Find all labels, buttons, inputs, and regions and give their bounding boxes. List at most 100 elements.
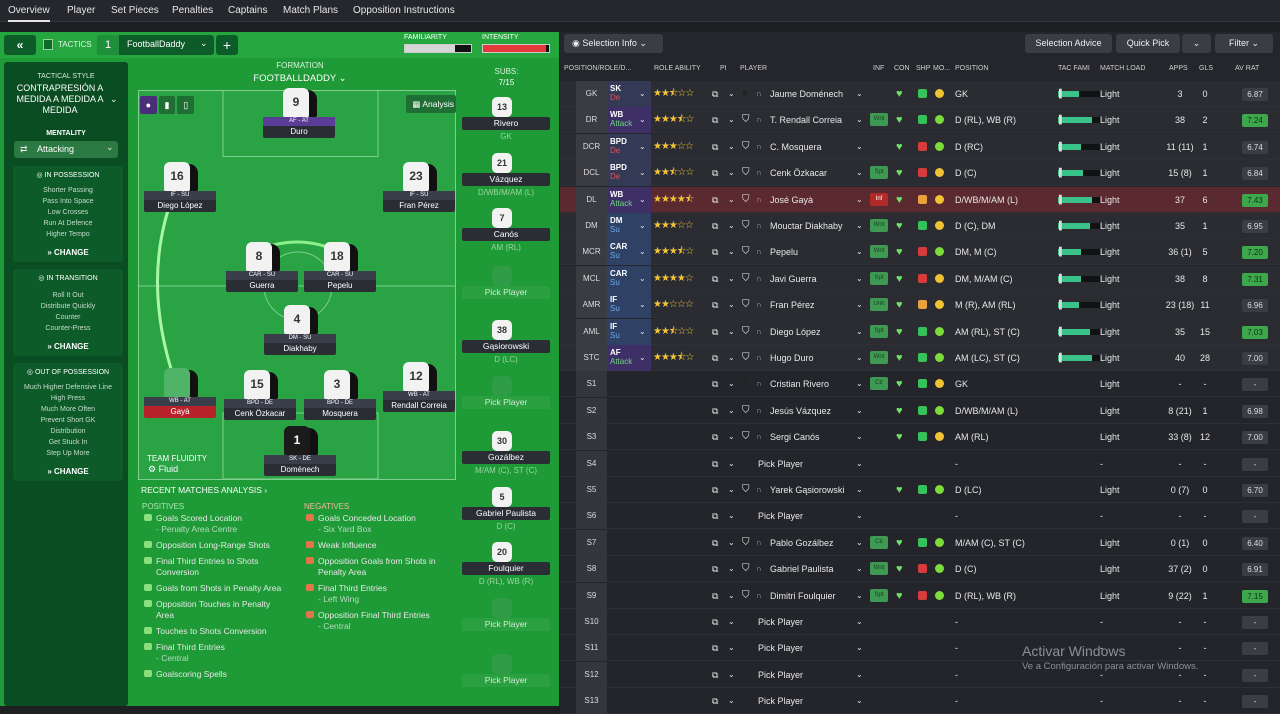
table-row[interactable]: S12 ⧉ ⌄ Pick Player ⌄ - - - - - — [560, 661, 1280, 688]
col-player[interactable]: PLAYER — [740, 65, 768, 72]
selection-advice-button[interactable]: Selection Advice — [1025, 34, 1112, 53]
col-apps[interactable]: APPS — [1169, 65, 1188, 72]
player-instructions-icon[interactable]: ⧉ — [712, 617, 719, 627]
player-instructions-icon[interactable]: ⧉ — [712, 326, 719, 337]
player-instructions-icon[interactable]: ⧉ — [712, 379, 719, 390]
player-instructions-icon[interactable]: ⧉ — [712, 432, 719, 443]
table-row[interactable]: S5 ⧉ ⌄ ⛉ ∩ Yarek Gąsiorowski ⌄ ♥ D (LC) Light 0 (7… — [560, 477, 1280, 503]
table-row[interactable]: STC AF Attack ⌄ ★★★⯪☆ ⧉ ⌄ ⛉ ∩ Hugo Duro ⌄ Wnt ♥ AM (L… — [560, 345, 1280, 371]
player-name[interactable]: Gabriel Paulista — [770, 564, 834, 575]
tab-match-plans[interactable]: Match Plans — [283, 5, 339, 16]
player-name[interactable]: Javi Guerra — [770, 273, 817, 284]
player-name[interactable]: Jaume Doménech — [770, 89, 844, 99]
quick-pick-button[interactable]: Quick Pick — [1116, 34, 1180, 53]
player-name[interactable]: Pepelu — [770, 247, 799, 258]
player-instructions-icon[interactable]: ⧉ — [712, 643, 719, 654]
table-row[interactable]: S3 ⧉ ⌄ ⛉ ∩ Sergi Canós ⌄ ♥ AM (RL) Light 33 (8) 12 7… — [560, 424, 1280, 451]
role-duty-select[interactable]: BPD De — [607, 133, 651, 160]
player-instructions-icon[interactable]: ⧉ — [712, 89, 719, 99]
filter-button[interactable]: Filter ⌄ — [1215, 34, 1273, 53]
player-name[interactable]: Dimitri Foulquier — [770, 590, 836, 601]
table-row[interactable]: DL WB Attack ⌄ ★★★★⯪ ⧉ ⌄ ⛉ ∩ José Gayà ⌄ Inf ♥ D/WB/M… — [560, 186, 1280, 213]
col-pi[interactable]: PI — [720, 65, 727, 72]
table-row[interactable]: DCR BPD De ⌄ ★★★☆☆ ⧉ ⌄ ⛉ ∩ C. Mosquera ⌄ ♥ D (RC) ▐ Li… — [560, 133, 1280, 160]
player-name[interactable]: Pick Player — [758, 617, 804, 627]
col-gls[interactable]: GLS — [1199, 65, 1214, 72]
player-instructions-icon[interactable]: ⧉ — [712, 405, 719, 416]
col-role-ability[interactable]: ROLE ABILITY — [654, 65, 701, 72]
pitch-player-pepelu[interactable]: 18 CAR - SU Pepelu — [304, 242, 376, 296]
player-name[interactable]: Pick Player — [758, 696, 804, 707]
col-av-rat[interactable]: AV RAT — [1235, 65, 1260, 72]
table-row[interactable]: DCL BPD De ⌄ ★★⯪☆☆ ⧉ ⌄ ⛉ ∩ Cenk Özkacar ⌄ Spt ♥ D (C)… — [560, 160, 1280, 187]
player-instructions-icon[interactable]: ⧉ — [712, 273, 719, 284]
player-instructions-icon[interactable]: ⧉ — [712, 300, 719, 311]
player-instructions-icon[interactable]: ⧉ — [712, 511, 719, 522]
player-instructions-icon[interactable]: ⧉ — [712, 221, 719, 231]
player-name[interactable]: C. Mosquera — [770, 141, 822, 152]
col-position[interactable]: POSITION — [955, 65, 989, 72]
player-name[interactable]: Pick Player — [758, 643, 804, 654]
player-name[interactable]: Pick Player — [758, 511, 804, 522]
role-duty-select[interactable]: WB Attack — [607, 186, 651, 213]
table-row[interactable]: S9 ⧉ ⌄ ⛉ ∩ Dimitri Foulquier ⌄ Spt ♥ D (RL), WB (… — [560, 582, 1280, 609]
person-icon[interactable]: ● — [140, 96, 157, 114]
col-tac-fami[interactable]: TAC FAMI — [1058, 65, 1090, 72]
table-row[interactable]: S11 ⧉ ⌄ Pick Player ⌄ - - - - - — [560, 635, 1280, 662]
table-row[interactable]: DR WB Attack ⌄ ★★★⯪☆ ⧉ ⌄ ⛉ ∩ T. Rendall Correia ⌄ W… — [560, 107, 1280, 134]
tactic-select[interactable]: 1 FootballDaddy ⌄ — [97, 35, 214, 55]
pitch-icon[interactable]: ▯ — [177, 96, 195, 114]
role-duty-select[interactable]: SK De — [607, 81, 651, 107]
player-instructions-icon[interactable]: ⧉ — [712, 353, 719, 363]
tab-captains[interactable]: Captains — [228, 5, 268, 16]
table-row[interactable]: S1 ⧉ ⌄ ■ ∩ Cristian Rivero ⌄ Ctr ♥ GK Light - - - — [560, 371, 1280, 398]
col-position-role[interactable]: POSITION/ROLE/D... — [564, 65, 632, 72]
player-instructions-icon[interactable]: ⧉ — [712, 669, 719, 680]
tab-player[interactable]: Player — [67, 5, 96, 16]
player-name[interactable]: Cenk Özkacar — [770, 168, 828, 179]
table-row[interactable]: S8 ⧉ ⌄ ⛉ ∩ Gabriel Paulista ⌄ Wnt ♥ D (C) Light 37 … — [560, 556, 1280, 583]
player-instructions-icon[interactable]: ⧉ — [712, 564, 719, 575]
player-instructions-icon[interactable]: ⧉ — [712, 485, 719, 495]
role-duty-select[interactable]: CAR Su — [607, 239, 651, 266]
role-duty-select[interactable]: IF Su — [607, 292, 651, 319]
recent-matches-analysis-link[interactable]: RECENT MATCHES ANALYSIS › — [141, 485, 268, 495]
col-morale[interactable]: MO... — [933, 65, 951, 72]
table-row[interactable]: AML IF Su ⌄ ★★⯪☆☆ ⧉ ⌄ ⛉ ∩ Diego López ⌄ Spt ♥ AM (RL)… — [560, 318, 1280, 345]
collapse-button[interactable]: « — [4, 35, 36, 55]
pitch-player-rendall-correia[interactable]: 12 WB - AT Rendall Correia — [383, 362, 455, 416]
player-instructions-icon[interactable]: ⧉ — [712, 590, 719, 601]
player-name[interactable]: José Gayà — [770, 194, 814, 205]
player-name[interactable]: Pick Player — [758, 669, 804, 680]
player-name[interactable]: Mouctar Diakhaby — [770, 221, 843, 231]
player-instructions-icon[interactable]: ⧉ — [712, 458, 719, 469]
player-name[interactable]: Fran Pérez — [770, 300, 815, 311]
role-duty-select[interactable]: AF Attack — [607, 345, 651, 371]
add-tactic-button[interactable]: + — [216, 35, 238, 55]
player-instructions-icon[interactable]: ⧉ — [712, 141, 719, 152]
player-name[interactable]: T. Rendall Correia — [770, 115, 843, 126]
player-name[interactable]: Yarek Gąsiorowski — [770, 485, 845, 495]
table-row[interactable]: AMR IF Su ⌄ ★★☆☆☆ ⧉ ⌄ ⛉ ∩ Fran Pérez ⌄ Unh ♥ M (R), A… — [560, 292, 1280, 319]
player-name[interactable]: Pick Player — [758, 458, 804, 469]
pitch-player-fran-perez[interactable]: 23 IF - SU Fran Pérez — [383, 162, 455, 216]
player-name[interactable]: Jesús Vázquez — [770, 405, 832, 416]
role-duty-select[interactable]: BPD De — [607, 160, 651, 187]
mentality-select[interactable]: ⇄ Attacking ⌄ — [14, 141, 118, 158]
quick-pick-menu-button[interactable]: ⌄ — [1182, 34, 1211, 53]
col-inf[interactable]: INF — [873, 65, 885, 72]
role-duty-select[interactable]: WB Attack — [607, 107, 651, 134]
tab-set-pieces[interactable]: Set Pieces — [111, 5, 159, 16]
table-row[interactable]: MCL CAR Su ⌄ ★★★★☆ ⧉ ⌄ ⛉ ∩ Javi Guerra ⌄ Spt ♥ DM, M/… — [560, 265, 1280, 292]
selection-info-dropdown[interactable]: ◉ Selection Info ⌄ — [564, 34, 663, 53]
player-instructions-icon[interactable]: ⧉ — [712, 115, 719, 126]
pitch-player-diego-lopez[interactable]: 16 IF - SU Diego López — [144, 162, 216, 216]
role-duty-select[interactable]: DM Su — [607, 213, 651, 239]
table-row[interactable]: S7 ⧉ ⌄ ⛉ ∩ Pablo Gozálbez ⌄ Ctr ♥ M/AM (C), ST (C… — [560, 529, 1280, 556]
pitch-player-cenk-ozkacar[interactable]: 15 BPD - DE Cenk Özkacar — [224, 370, 296, 424]
role-duty-select[interactable]: IF Su — [607, 318, 651, 345]
tactical-style-name[interactable]: CONTRAPRESIÓN A MEDIDA A MEDIDA A MEDIDA — [16, 83, 104, 115]
change-button[interactable]: » CHANGE — [47, 248, 89, 257]
formation-select[interactable]: FOOTBALLDADDY ⌄ — [140, 73, 460, 84]
player-instructions-icon[interactable]: ⧉ — [712, 168, 719, 179]
